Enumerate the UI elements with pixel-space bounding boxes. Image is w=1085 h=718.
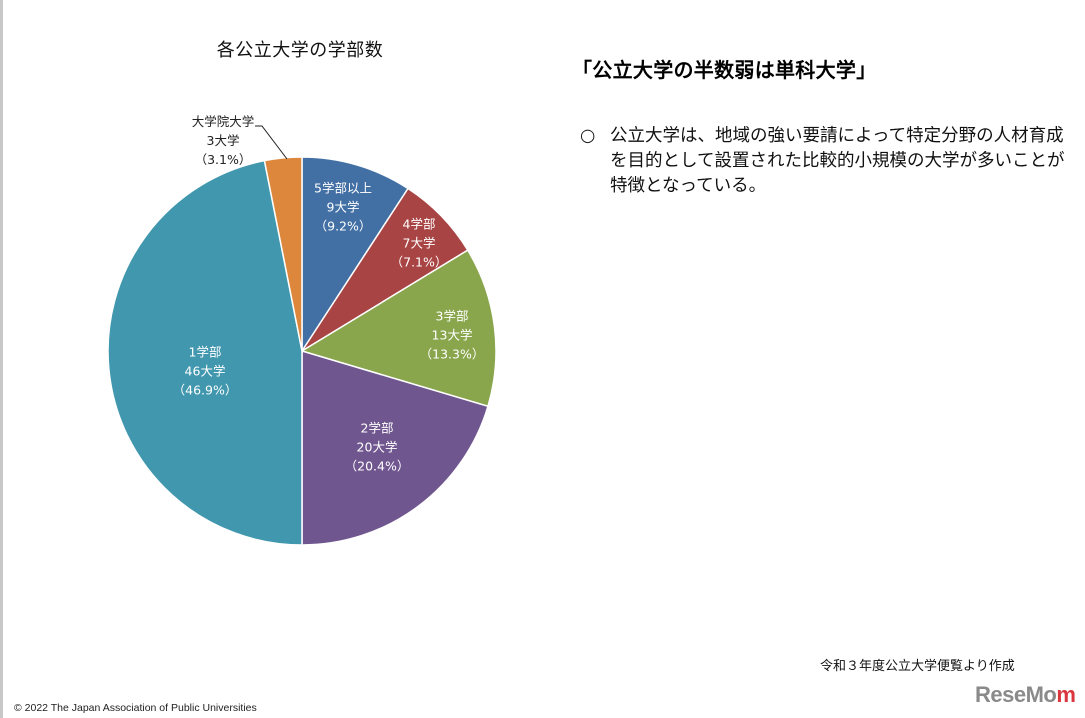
left-border bbox=[0, 0, 3, 718]
pie-slice bbox=[300, 249, 497, 408]
slice-percent-label: （20.4%） bbox=[344, 458, 410, 474]
bullet-text: 公立大学は、地域の強い要請によって特定分野の人材育成を目的として設置された比較的… bbox=[610, 126, 1065, 196]
slice-label: 4学部 7大学 （7.1%） bbox=[391, 215, 448, 272]
slice-label: 2学部 bbox=[360, 420, 394, 436]
pie-slice bbox=[107, 159, 303, 546]
slice-count-label: 20大学 bbox=[356, 439, 398, 455]
slice-percent-label: （9.2%） bbox=[314, 218, 372, 234]
slice-label: 5学部以上 bbox=[314, 180, 372, 196]
logo-accent: m bbox=[1056, 682, 1076, 707]
source-note: 令和３年度公立大学便覧より作成 bbox=[820, 659, 1015, 674]
slice-percent-label: （46.9%） bbox=[172, 382, 238, 398]
chart-title: 各公立大学の学部数 bbox=[216, 40, 384, 61]
slice-count: 3大学 bbox=[206, 133, 240, 148]
slice-label: 1学部 bbox=[188, 344, 222, 360]
copyright-footer: © 2022 The Japan Association of Public U… bbox=[14, 702, 257, 714]
resemom-logo: ReseMom bbox=[975, 682, 1076, 708]
slice-label: 3学部 13大学 （13.3%） bbox=[420, 307, 485, 364]
slice-count-label: 46大学 bbox=[184, 363, 226, 379]
circle-bullet-icon: ○ bbox=[580, 126, 596, 146]
graduate-university-label: 大学院大学 3大学 （3.1%） bbox=[163, 112, 283, 169]
headline: 「公立大学の半数弱は単科大学」 bbox=[572, 58, 877, 82]
slice-label: 1学部 46大学 （46.9%） bbox=[173, 343, 238, 400]
slice-count-label: 7大学 bbox=[402, 235, 436, 251]
slice-count-label: 9大学 bbox=[326, 199, 360, 215]
slice-name: 大学院大学 bbox=[191, 114, 255, 129]
slice-percent: （3.1%） bbox=[194, 152, 252, 167]
pie-slice bbox=[301, 349, 489, 546]
slice-label: 4学部 bbox=[402, 216, 436, 232]
leader-line bbox=[255, 125, 288, 160]
pie-slice bbox=[263, 156, 303, 352]
logo-text: ReseMo bbox=[975, 682, 1057, 707]
slice-count-label: 13大学 bbox=[431, 327, 473, 343]
pie-slice bbox=[301, 156, 410, 354]
slice-percent-label: （7.1%） bbox=[390, 254, 448, 270]
slice-label: 2学部 20大学 （20.4%） bbox=[345, 419, 410, 476]
slice-percent-label: （13.3%） bbox=[419, 346, 485, 362]
slice-label: 5学部以上 9大学 （9.2%） bbox=[314, 179, 372, 236]
bullet-point: ○ 公立大学は、地域の強い要請によって特定分野の人材育成を目的として設置された比… bbox=[580, 124, 1080, 199]
slice-label: 3学部 bbox=[435, 308, 469, 324]
